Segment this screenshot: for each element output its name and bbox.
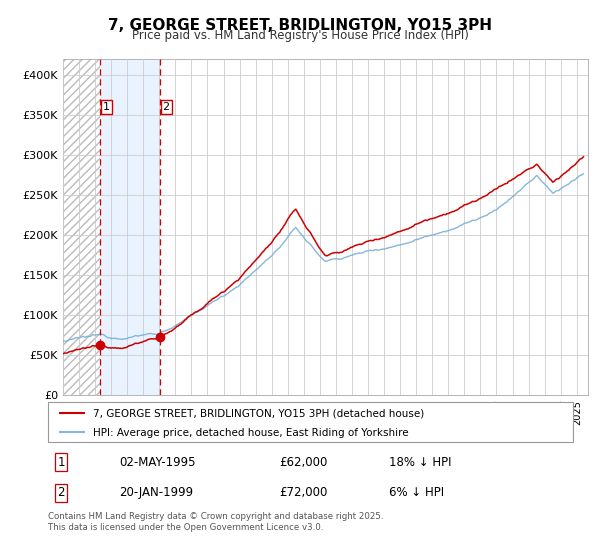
Bar xyxy=(100,59,160,395)
Text: 20-JAN-1999: 20-JAN-1999 xyxy=(119,486,193,499)
Bar xyxy=(63,59,100,395)
Text: £62,000: £62,000 xyxy=(279,456,328,469)
Text: 18% ↓ HPI: 18% ↓ HPI xyxy=(389,456,452,469)
Text: 7, GEORGE STREET, BRIDLINGTON, YO15 3PH (detached house): 7, GEORGE STREET, BRIDLINGTON, YO15 3PH … xyxy=(92,408,424,418)
Text: 1: 1 xyxy=(103,102,110,112)
Text: 1: 1 xyxy=(58,456,65,469)
Text: Contains HM Land Registry data © Crown copyright and database right 2025.
This d: Contains HM Land Registry data © Crown c… xyxy=(48,512,383,532)
Text: HPI: Average price, detached house, East Riding of Yorkshire: HPI: Average price, detached house, East… xyxy=(92,428,408,438)
FancyBboxPatch shape xyxy=(48,402,573,442)
Text: 02-MAY-1995: 02-MAY-1995 xyxy=(119,456,196,469)
Text: 2: 2 xyxy=(58,486,65,499)
Text: 7, GEORGE STREET, BRIDLINGTON, YO15 3PH: 7, GEORGE STREET, BRIDLINGTON, YO15 3PH xyxy=(108,18,492,33)
Text: £72,000: £72,000 xyxy=(279,486,328,499)
Text: Price paid vs. HM Land Registry's House Price Index (HPI): Price paid vs. HM Land Registry's House … xyxy=(131,29,469,42)
Text: 6% ↓ HPI: 6% ↓ HPI xyxy=(389,486,445,499)
Text: 2: 2 xyxy=(163,102,170,112)
